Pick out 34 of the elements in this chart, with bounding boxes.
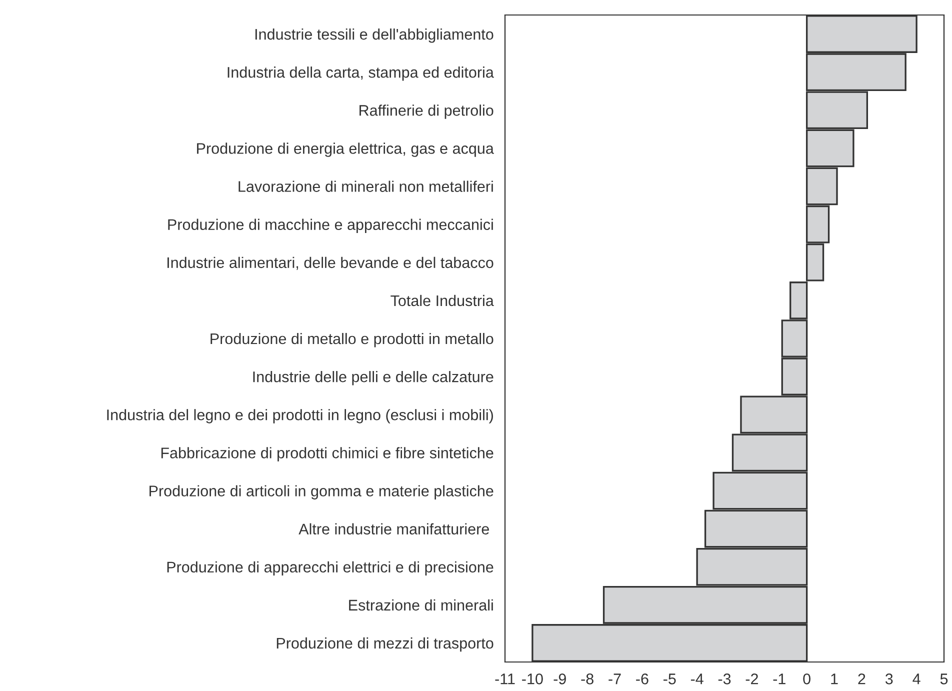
y-tick-label: Estrazione di minerali <box>349 599 493 611</box>
x-tick-label: 2 <box>858 674 866 684</box>
x-tick-label: 5 <box>940 674 948 684</box>
y-tick-label: Produzione di mezzi di trasporto <box>276 637 494 652</box>
y-tick-label: Lavorazione di minerali non metalliferi <box>238 180 493 192</box>
x-tick-label: -3 <box>718 674 731 684</box>
y-tick-label: Altre industrie manifatturiere <box>298 523 489 534</box>
x-tick-label: 0 <box>803 674 810 684</box>
y-tick-label: Produzione di macchine e apparecchi meccanici <box>168 218 493 234</box>
x-tick-label: -9 <box>554 674 566 684</box>
y-tick-label: Industrie delle pelli e delle calzature <box>253 371 494 386</box>
y-tick-label: Industrie tessili e dell'abbigliamento <box>255 28 494 43</box>
y-tick-label: Fabbricazione di prodotti chimici e fibre sintetiche <box>161 447 494 462</box>
x-tick-label: -6 <box>636 674 648 684</box>
x-tick-label: 1 <box>831 674 838 684</box>
x-tick-label: -7 <box>608 674 621 684</box>
x-tick-label: -1 <box>773 674 786 684</box>
x-tick-label: 4 <box>912 674 920 684</box>
x-tick-label: -8 <box>581 674 594 684</box>
x-tick-label: -5 <box>664 674 676 684</box>
y-tick-label: Produzione di metallo e prodotti in metallo <box>210 332 494 348</box>
y-tick-label: Industrie alimentari, delle bevande e del tabacco <box>167 256 494 270</box>
y-tick-label: Raffinerie di petrolio <box>360 104 494 119</box>
y-tick-label: Industria della carta, stampa ed editoria <box>228 66 494 81</box>
y-tick-label: Produzione di articoli in gomma e materie plastiche <box>150 485 494 500</box>
x-tick-label: -10 <box>522 674 543 684</box>
x-tick-label: 3 <box>885 674 893 684</box>
x-tick-label: -4 <box>690 674 704 684</box>
x-tick-label: -2 <box>746 674 758 684</box>
y-tick-label: Produzione di energia elettrica, gas e acqua <box>197 142 494 157</box>
y-tick-label: Industria del legno e dei prodotti in legno (esclusi i mobili) <box>107 409 493 424</box>
x-tick-label: -11 <box>495 674 515 684</box>
y-tick-label: Produzione di apparecchi elettrici e di precisione <box>167 561 494 576</box>
y-tick-label: Totale Industria <box>390 294 494 306</box>
